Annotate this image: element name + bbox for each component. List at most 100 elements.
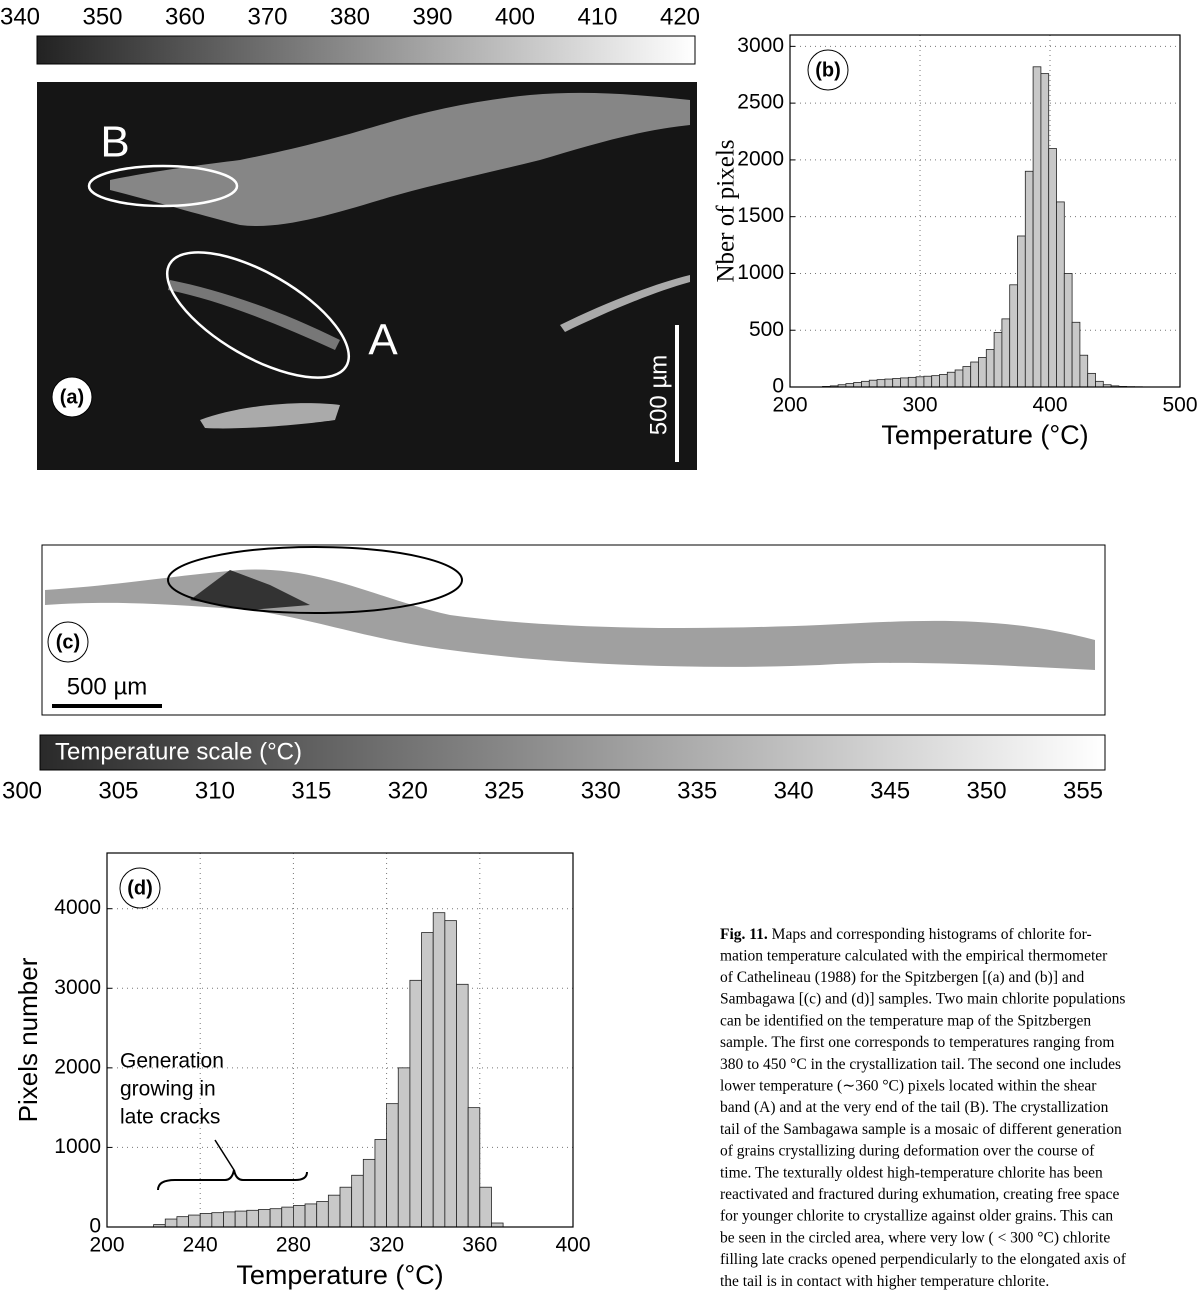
bar — [970, 361, 979, 388]
bar — [1032, 66, 1042, 388]
caption-line: for younger chlorite to crystallize agai… — [720, 1208, 1113, 1225]
bar — [1056, 201, 1065, 388]
bar — [269, 1208, 283, 1228]
caption-line: time. The texturally oldest high-tempera… — [720, 1164, 1103, 1181]
annotation-brace — [157, 1169, 308, 1191]
bar — [188, 1214, 201, 1228]
colorbar-tick-label: 315 — [291, 777, 331, 804]
bar — [339, 1186, 353, 1228]
bar — [962, 366, 972, 388]
x-axis-label: Temperature (°C) — [236, 1260, 443, 1290]
bar — [316, 1201, 329, 1228]
bar — [1048, 148, 1057, 388]
bar — [861, 380, 870, 388]
colorbar-c — [39, 734, 1106, 771]
y-tick-label: 0 — [89, 1215, 101, 1238]
x-tick-label: 400 — [555, 1234, 590, 1257]
bar — [985, 349, 995, 388]
y-tick-label: 3000 — [737, 34, 784, 57]
annotation-line — [214, 1139, 235, 1171]
scale-bar-label: 500 µm — [67, 673, 148, 700]
caption-line: be seen in the circled area, where very … — [720, 1229, 1110, 1246]
bar — [1095, 380, 1104, 388]
caption-line: tail of the Sambagawa sample is a mosaic… — [720, 1121, 1122, 1138]
bar — [258, 1209, 271, 1228]
caption-line: lower temperature (∼360 °C) pixels locat… — [720, 1077, 1097, 1094]
bar — [900, 377, 909, 388]
annotation: Generation — [120, 1050, 224, 1073]
colorbar-tick-label: 325 — [484, 777, 524, 804]
caption-text: Maps and corresponding histograms of chl… — [768, 926, 1092, 943]
bar — [931, 375, 940, 388]
y-tick-label: 2000 — [54, 1055, 101, 1078]
panel-label: (a) — [60, 386, 84, 408]
region-ellipse — [165, 251, 351, 379]
bar — [939, 374, 948, 388]
colorbar-tick-label: 350 — [82, 3, 122, 30]
caption: Fig. 11. Maps and corresponding histogra… — [720, 926, 1127, 1290]
colorbar-title: Temperature scale (°C) — [55, 738, 302, 765]
bar — [1063, 273, 1073, 388]
map-grain — [560, 275, 690, 332]
bar — [456, 983, 469, 1228]
bar — [1087, 372, 1096, 388]
y-tick-label: 0 — [772, 375, 784, 398]
y-axis-label: Nber of pixels — [713, 139, 740, 282]
colorbar-tick-label: 360 — [165, 3, 205, 30]
y-tick-label: 500 — [749, 318, 784, 341]
colorbar-tick-label: 420 — [660, 3, 700, 30]
colorbar-tick-label: 330 — [581, 777, 621, 804]
x-tick-label: 280 — [276, 1234, 311, 1257]
colorbar-tick-label: 370 — [247, 3, 287, 30]
bar — [1001, 318, 1011, 388]
bar — [946, 371, 956, 388]
x-tick-label: 200 — [89, 1234, 124, 1257]
bar — [876, 379, 886, 388]
caption-line: of grains crystallizing during deformati… — [720, 1143, 1095, 1160]
bar — [1024, 170, 1034, 388]
map-grain — [168, 280, 340, 350]
bar — [1009, 284, 1018, 388]
colorbar-a — [36, 35, 696, 65]
plot-frame — [106, 852, 574, 1228]
bar — [386, 1103, 399, 1228]
region-label: A — [368, 316, 398, 365]
bar — [1071, 321, 1081, 388]
bar — [421, 932, 434, 1228]
colorbar-tick-label: 350 — [967, 777, 1007, 804]
bar — [993, 332, 1003, 388]
bar — [199, 1213, 213, 1228]
panel-label-circle — [119, 867, 161, 909]
x-tick-label: 320 — [369, 1234, 404, 1257]
bar — [397, 1067, 411, 1228]
bar — [304, 1203, 318, 1228]
caption-line: filling late cracks opened perpendicular… — [720, 1251, 1127, 1268]
colorbar-tick-label: 320 — [388, 777, 428, 804]
bar — [954, 369, 964, 388]
caption-line: the tail is in contact with higher tempe… — [720, 1273, 1049, 1290]
bar — [884, 378, 894, 388]
caption-line: reactivated and fractured during exhumat… — [720, 1186, 1119, 1203]
colorbar-tick-label: 390 — [412, 3, 452, 30]
y-tick-label: 3000 — [54, 976, 101, 999]
panel-label-circle — [47, 621, 89, 663]
map-grain — [110, 92, 690, 226]
colorbar-tick-label: 345 — [870, 777, 910, 804]
colorbar-tick-label: 380 — [330, 3, 370, 30]
x-tick-label: 360 — [462, 1234, 497, 1257]
bar — [327, 1194, 341, 1228]
y-tick-label: 1000 — [54, 1135, 101, 1158]
colorbar-tick-label: 410 — [577, 3, 617, 30]
annotation: late cracks — [120, 1106, 220, 1129]
y-tick-label: 1000 — [737, 261, 784, 284]
bar — [467, 1107, 481, 1228]
bar — [432, 912, 446, 1228]
caption-line: Fig. 11. Maps and corresponding histogra… — [720, 926, 1092, 943]
bar — [915, 376, 925, 388]
panel-label-circle — [807, 49, 849, 91]
y-tick-label: 2000 — [737, 147, 784, 170]
colorbar-tick-label: 340 — [0, 3, 40, 30]
colorbar-tick-label: 335 — [677, 777, 717, 804]
x-tick-label: 400 — [1032, 394, 1067, 417]
bar — [907, 376, 917, 388]
